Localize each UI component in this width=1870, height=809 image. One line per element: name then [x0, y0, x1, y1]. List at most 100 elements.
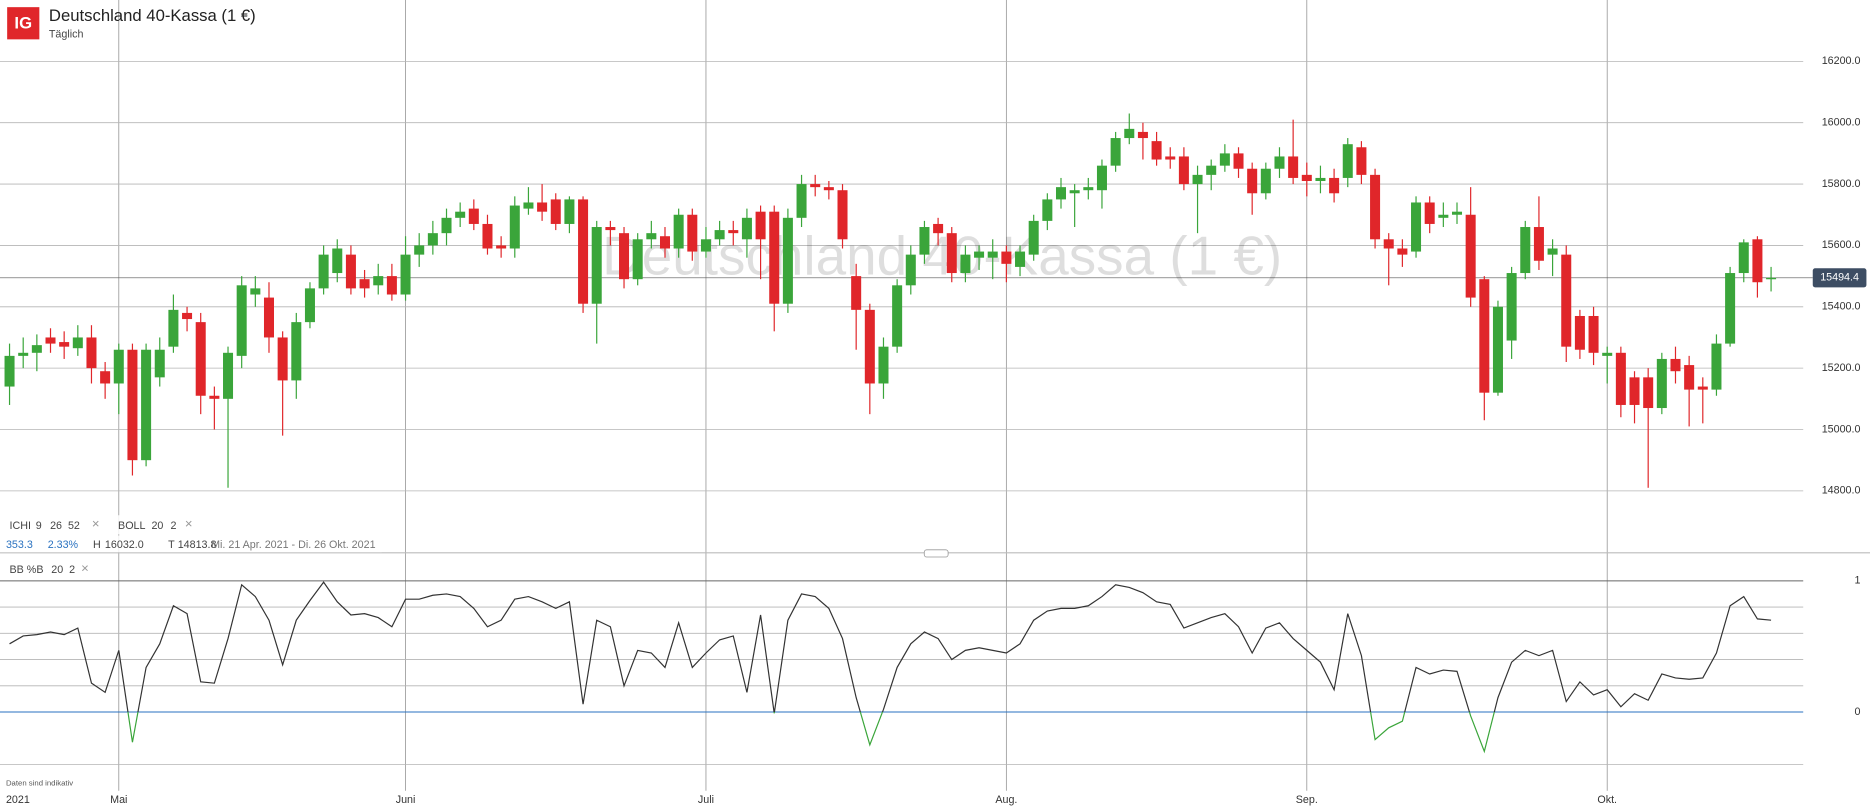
candle-body	[1329, 177, 1340, 194]
candle-body	[892, 285, 903, 347]
candle-body	[1506, 273, 1517, 341]
candle-body	[1110, 138, 1121, 166]
candle-body	[154, 349, 165, 378]
high-value: 16032.0	[105, 539, 144, 551]
candle-body	[441, 217, 452, 234]
candle-body	[373, 276, 384, 286]
x-tick-label: Sep.	[1296, 794, 1318, 806]
indicator-name: ICHI	[10, 520, 31, 532]
candle-body	[810, 184, 821, 188]
x-tick-label: Juli	[698, 794, 714, 806]
candle-body	[236, 285, 247, 356]
candle-body	[755, 211, 766, 240]
candle-body	[1301, 174, 1312, 182]
candle-body	[851, 276, 862, 310]
y-tick-label: 15000.0	[1822, 423, 1861, 435]
candle-body	[496, 245, 507, 249]
candle-body	[359, 279, 370, 289]
candle-body	[1069, 190, 1080, 194]
percent-b-line	[9, 581, 1772, 713]
candle-body	[1151, 141, 1162, 160]
remove-indicator[interactable]: ×	[92, 516, 100, 531]
candle-body	[578, 199, 589, 304]
watermark: Deutschland 40-Kassa (1 €)	[602, 224, 1282, 286]
candle-body	[974, 251, 985, 258]
candle-body	[1411, 202, 1422, 252]
change-pct: 2.33%	[48, 539, 79, 551]
pane-resize-handle[interactable]	[923, 549, 949, 558]
interval: Täglich	[49, 28, 84, 40]
candle-body	[1028, 220, 1039, 255]
candle-body	[86, 337, 97, 369]
candle-body	[291, 322, 302, 381]
indicator-param: 2	[171, 520, 177, 532]
candle-body	[1001, 251, 1012, 264]
high-label: H	[93, 539, 101, 551]
candle-body	[659, 236, 671, 249]
remove-indicator[interactable]: ×	[185, 516, 193, 531]
logo-text: IG	[14, 13, 32, 32]
y-tick-label: 16000.0	[1822, 117, 1861, 129]
candle-body	[987, 251, 998, 258]
candle-body	[332, 248, 343, 274]
candle-body	[209, 395, 220, 399]
candle-body	[1274, 156, 1285, 169]
y-tick-label: 14800.0	[1822, 485, 1861, 497]
candle-body	[141, 349, 152, 461]
candle-body	[687, 214, 698, 252]
candle-body	[619, 233, 630, 280]
candle-body	[1684, 365, 1695, 390]
last-price-label: 15494.4	[1820, 272, 1859, 284]
indicator-param: 52	[68, 520, 80, 532]
candle-body	[1260, 168, 1271, 194]
candle-body	[304, 288, 315, 323]
candle-body	[1738, 242, 1749, 274]
candle-body	[591, 227, 602, 304]
candle-body	[605, 227, 616, 231]
logo	[7, 7, 40, 40]
candle-body	[1656, 358, 1667, 409]
candle-body	[1711, 343, 1722, 390]
candle-body	[960, 254, 971, 274]
candle-body	[318, 254, 329, 289]
candle-body	[1192, 174, 1203, 185]
candle-body	[1533, 227, 1544, 261]
candle-body	[1561, 254, 1572, 347]
candle-body	[250, 288, 261, 295]
candle-body	[1015, 251, 1026, 267]
candle-body	[263, 297, 275, 338]
candle-body	[823, 187, 834, 191]
candle-body	[550, 199, 561, 224]
candle-body	[345, 254, 356, 289]
low-label: T	[168, 539, 175, 551]
legend-bg	[0, 515, 203, 535]
candle-body	[1206, 165, 1217, 175]
candle-body	[1574, 315, 1585, 350]
candle-body	[127, 349, 138, 461]
candle-body	[878, 346, 889, 384]
candle-body	[72, 337, 83, 349]
candle-body	[933, 223, 944, 234]
candle-body	[509, 205, 520, 249]
candle-body	[632, 239, 643, 280]
candle-body	[1397, 248, 1408, 255]
indicator-param: 9	[36, 520, 42, 532]
x-tick-label: Mai	[110, 794, 127, 806]
candle-body	[1124, 128, 1135, 139]
candle-body	[4, 355, 15, 387]
candle-body	[564, 199, 575, 224]
x-tick-label: Juni	[396, 794, 416, 806]
disclaimer: Daten sind indikativ	[6, 779, 73, 788]
candle-body	[1165, 156, 1176, 160]
candle-body	[45, 337, 56, 344]
candle-body	[223, 352, 234, 399]
candle-body	[1356, 147, 1367, 175]
remove-indicator[interactable]: ×	[81, 560, 89, 575]
candle-body	[1178, 156, 1189, 185]
candle-body	[386, 276, 397, 295]
candle-body	[769, 211, 780, 304]
candle-body	[1233, 153, 1244, 169]
candle-body	[455, 211, 466, 218]
